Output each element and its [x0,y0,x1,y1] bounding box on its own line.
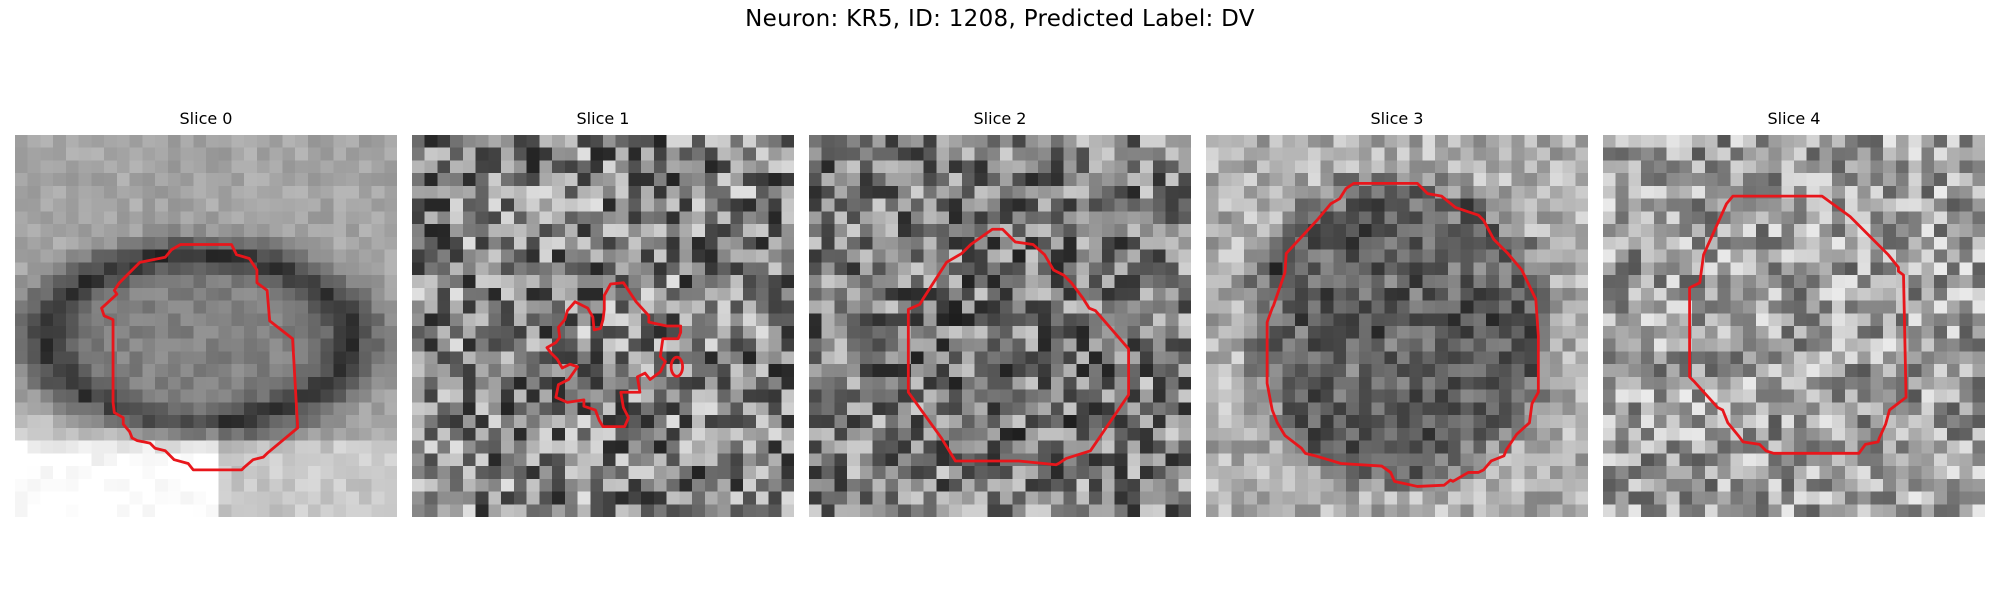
slice-image-1 [412,135,794,517]
slice-panel-4: Slice 4 [1603,108,1985,517]
slice-image-0 [15,135,397,517]
slice-title: Slice 0 [179,109,233,128]
slice-title: Slice 3 [1370,109,1424,128]
slice-image-3 [1206,135,1588,517]
roi-contour-2 [906,227,1131,467]
slice-title: Slice 1 [576,109,630,128]
roi-contour-0 [100,243,300,472]
slice-image-4 [1603,135,1985,517]
slice-image-2 [809,135,1191,517]
roi-contour-4 [1688,194,1908,455]
slice-panel-3: Slice 3 [1206,108,1588,517]
roi-contour-3 [1265,181,1540,488]
slice-title: Slice 2 [973,109,1027,128]
slice-panel-2: Slice 2 [809,108,1191,517]
roi-contour-1-island [669,355,684,378]
roi-contour-1-main [545,281,683,428]
figure-title: Neuron: KR5, ID: 1208, Predicted Label: … [745,6,1255,32]
slice-title: Slice 4 [1767,109,1821,128]
slice-panel-1: Slice 1 [412,108,794,517]
slice-panel-0: Slice 0 [15,108,397,517]
